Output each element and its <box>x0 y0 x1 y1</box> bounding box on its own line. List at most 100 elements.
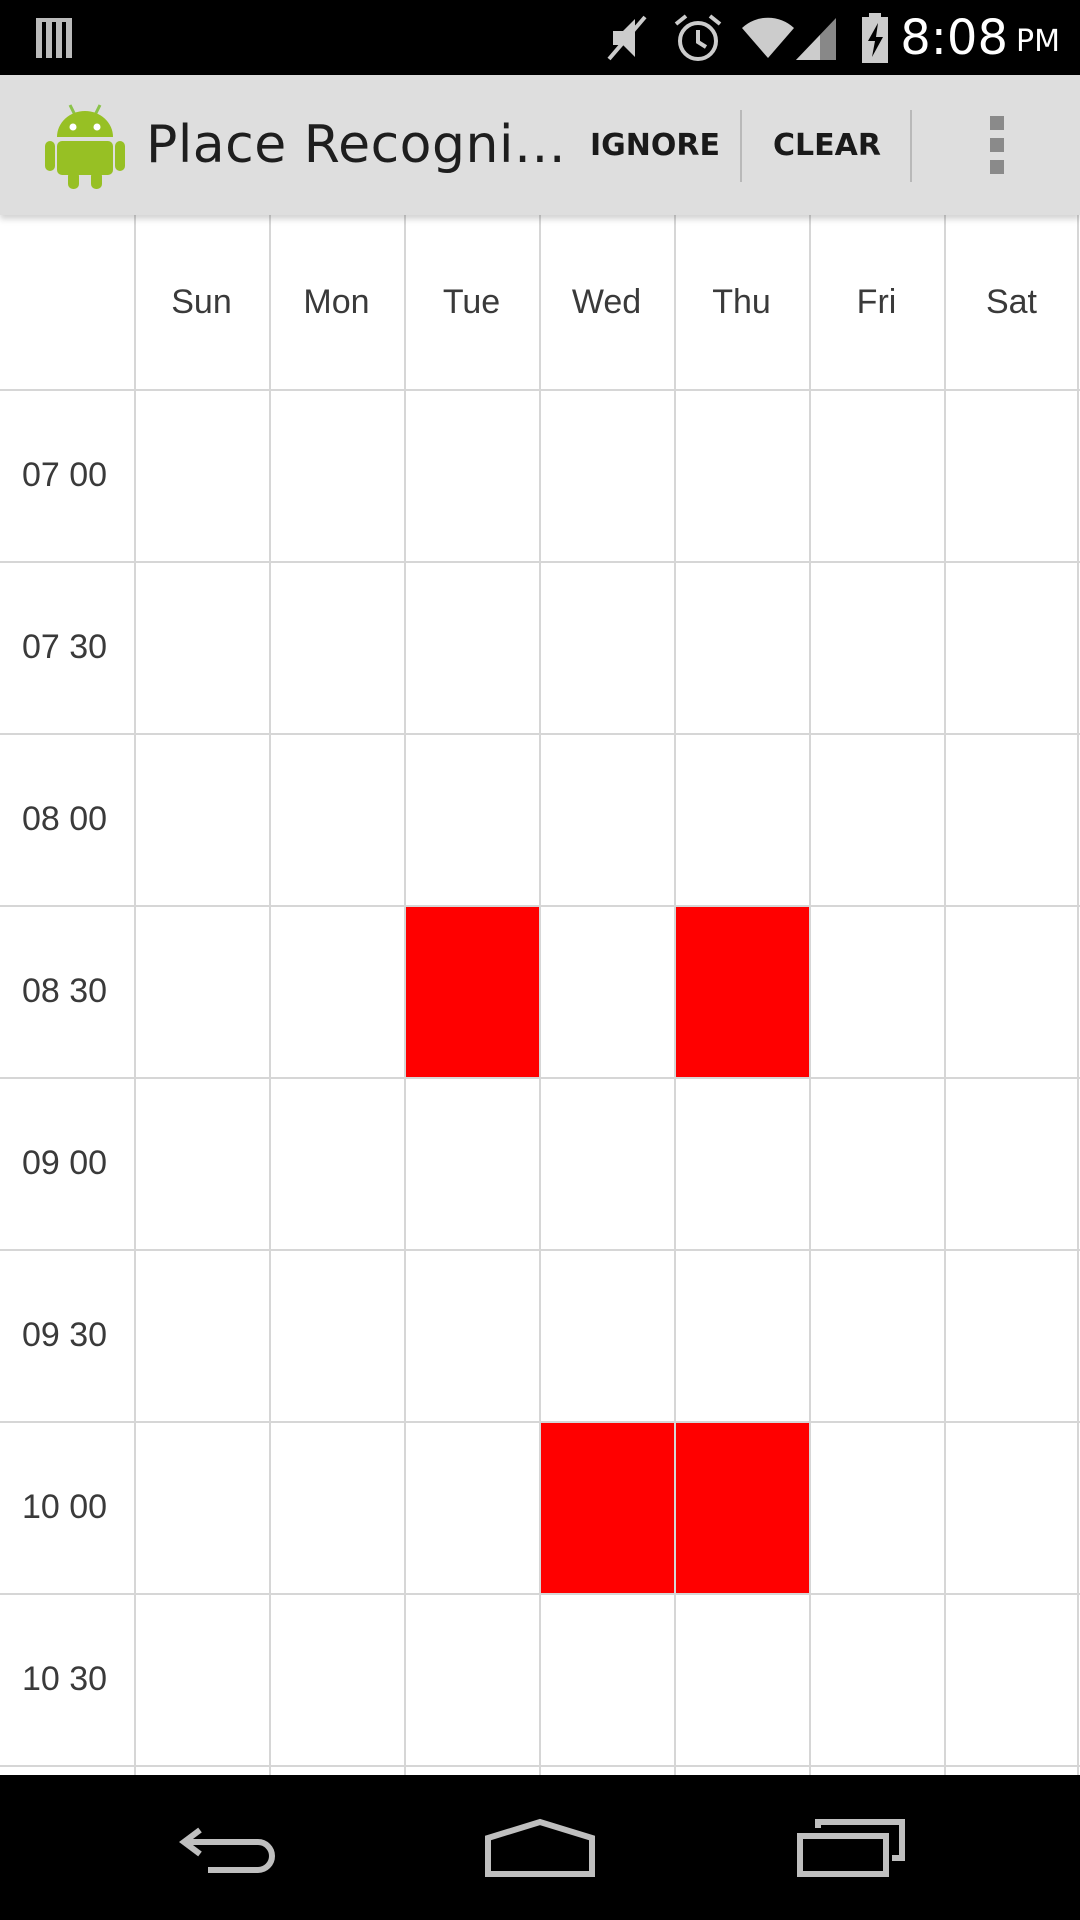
time-slot[interactable] <box>946 735 1079 905</box>
android-robot-icon[interactable] <box>44 101 126 191</box>
time-slot[interactable] <box>271 391 404 561</box>
time-slot[interactable] <box>271 735 404 905</box>
time-label: 08 00 <box>22 799 108 838</box>
grid-line-horizontal <box>0 1593 1080 1595</box>
time-slot[interactable] <box>811 563 944 733</box>
grid-line-horizontal <box>0 1249 1080 1251</box>
back-icon[interactable] <box>130 1775 330 1920</box>
battery-charging-icon <box>860 0 890 75</box>
time-slot[interactable] <box>811 907 944 1077</box>
day-header: Sun <box>171 282 232 321</box>
time-slot[interactable] <box>406 1595 539 1765</box>
time-slot[interactable] <box>541 563 674 733</box>
time-slot[interactable] <box>946 1251 1079 1421</box>
time-slot[interactable] <box>541 1251 674 1421</box>
day-header: Tue <box>442 282 501 321</box>
grid-line-vertical <box>539 215 541 1775</box>
time-slot[interactable] <box>136 1079 269 1249</box>
signal-icon <box>794 0 838 75</box>
grid-line-vertical <box>1077 215 1079 1775</box>
schedule-grid: Sun Mon Tue Wed Thu Fri Sat 07 00 07 30 08 00 08 3… <box>0 215 1080 1775</box>
recent-apps-icon[interactable] <box>752 1775 952 1920</box>
grid-line-horizontal <box>0 1765 1080 1767</box>
time-slot[interactable] <box>946 391 1079 561</box>
time-slot[interactable] <box>676 391 809 561</box>
grid-line-horizontal <box>0 905 1080 907</box>
time-slot[interactable] <box>676 735 809 905</box>
time-slot[interactable] <box>676 1251 809 1421</box>
time-label: 10 30 <box>22 1659 108 1698</box>
home-icon[interactable] <box>440 1775 640 1920</box>
grid-line-horizontal <box>0 561 1080 563</box>
grid-line-horizontal <box>0 1421 1080 1423</box>
time-slot[interactable] <box>406 1423 539 1593</box>
time-label: 07 00 <box>22 455 108 494</box>
time-slot[interactable] <box>541 391 674 561</box>
notification-bars-icon <box>34 0 74 75</box>
time-label: 10 00 <box>22 1487 108 1526</box>
time-slot[interactable] <box>271 563 404 733</box>
time-slot[interactable] <box>811 1423 944 1593</box>
clock-time: 8:08 <box>900 9 1009 66</box>
time-slot[interactable] <box>811 1079 944 1249</box>
selected-time-slot[interactable] <box>406 907 539 1077</box>
time-slot[interactable] <box>946 907 1079 1077</box>
clock-ampm: PM <box>1016 24 1060 59</box>
grid-line-vertical <box>404 215 406 1775</box>
time-slot[interactable] <box>811 735 944 905</box>
grid-line-vertical <box>944 215 946 1775</box>
time-slot[interactable] <box>676 1079 809 1249</box>
time-slot[interactable] <box>271 1079 404 1249</box>
time-slot[interactable] <box>946 563 1079 733</box>
time-slot[interactable] <box>811 1251 944 1421</box>
ignore-button[interactable]: IGNORE <box>590 127 720 163</box>
wifi-icon <box>740 0 796 75</box>
day-header: Mon <box>303 282 370 321</box>
status-bar: 8:08 PM <box>0 0 1080 75</box>
day-header: Thu <box>712 282 771 321</box>
time-slot[interactable] <box>136 1595 269 1765</box>
grid-line-horizontal <box>0 389 1080 391</box>
time-slot[interactable] <box>406 563 539 733</box>
overflow-menu-icon[interactable] <box>972 75 1022 215</box>
time-slot[interactable] <box>811 1595 944 1765</box>
time-slot[interactable] <box>946 1079 1079 1249</box>
time-slot[interactable] <box>406 1251 539 1421</box>
action-divider <box>740 110 742 182</box>
time-slot[interactable] <box>946 1595 1079 1765</box>
selected-time-slot[interactable] <box>676 1423 809 1593</box>
time-slot[interactable] <box>271 1251 404 1421</box>
action-bar: Place Recogni… IGNORE CLEAR <box>0 75 1080 215</box>
day-header: Sat <box>985 282 1038 321</box>
time-label: 07 30 <box>22 627 108 666</box>
time-slot[interactable] <box>406 735 539 905</box>
navigation-bar <box>0 1775 1080 1920</box>
time-slot[interactable] <box>946 1423 1079 1593</box>
time-slot[interactable] <box>676 1595 809 1765</box>
time-slot[interactable] <box>136 1423 269 1593</box>
time-slot[interactable] <box>136 735 269 905</box>
day-header: Wed <box>571 282 642 321</box>
selected-time-slot[interactable] <box>676 907 809 1077</box>
selected-time-slot[interactable] <box>541 1423 674 1593</box>
time-slot[interactable] <box>541 1079 674 1249</box>
time-slot[interactable] <box>271 1423 404 1593</box>
time-slot[interactable] <box>406 1079 539 1249</box>
time-slot[interactable] <box>136 563 269 733</box>
time-slot[interactable] <box>811 391 944 561</box>
time-slot[interactable] <box>541 907 674 1077</box>
time-slot[interactable] <box>541 735 674 905</box>
clear-button[interactable]: CLEAR <box>773 127 881 163</box>
time-slot[interactable] <box>136 391 269 561</box>
grid-line-vertical <box>134 215 136 1775</box>
time-slot[interactable] <box>136 907 269 1077</box>
time-slot[interactable] <box>676 563 809 733</box>
time-slot[interactable] <box>406 391 539 561</box>
clock: 8:08 PM <box>900 0 1060 75</box>
mute-icon <box>605 0 649 75</box>
time-slot[interactable] <box>271 1595 404 1765</box>
time-slot[interactable] <box>136 1251 269 1421</box>
grid-line-vertical <box>809 215 811 1775</box>
time-slot[interactable] <box>271 907 404 1077</box>
time-slot[interactable] <box>541 1595 674 1765</box>
